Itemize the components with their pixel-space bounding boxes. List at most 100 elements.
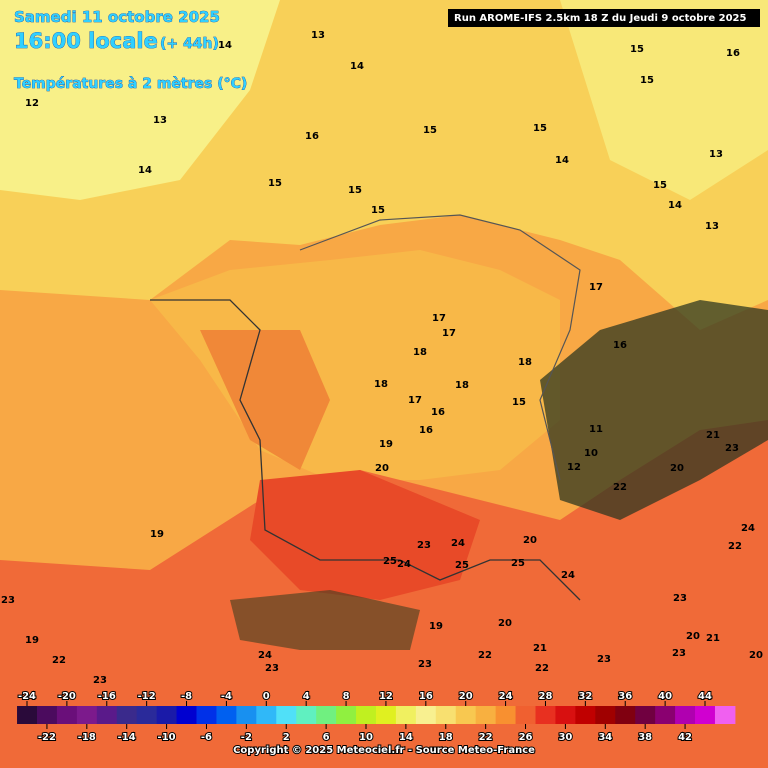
colorbar-swatch: [475, 706, 497, 724]
colorbar-tick-label: 38: [638, 732, 652, 743]
colorbar-swatch: [76, 706, 98, 724]
contour-label: 14: [350, 61, 364, 72]
alps-field: [540, 300, 768, 520]
contour-label: 25: [511, 558, 525, 569]
contour-label: 22: [728, 541, 742, 552]
colorbar-swatch: [714, 706, 736, 724]
contour-label: 17: [442, 328, 456, 339]
contour-label: 19: [379, 439, 393, 450]
colorbar-swatch: [36, 706, 58, 724]
contour-label: 18: [518, 357, 532, 368]
date: Samedi 11 octobre 2025: [14, 8, 220, 26]
colorbar-tick-label: 36: [618, 691, 632, 702]
colorbar-swatch: [116, 706, 138, 724]
colorbar-tick-label: -22: [38, 732, 56, 743]
contour-label: 20: [498, 618, 512, 629]
colorbar-tick-label: -10: [158, 732, 176, 743]
contour-label: 15: [640, 75, 654, 86]
contour-label: 15: [371, 205, 385, 216]
contour-label: 16: [419, 425, 433, 436]
colorbar-tick-label: 34: [598, 732, 612, 743]
contour-label: 20: [523, 535, 537, 546]
france-west: [200, 330, 330, 470]
contour-label: 17: [408, 395, 422, 406]
time: 16:00 locale: [14, 29, 158, 53]
colorbar-swatch: [555, 706, 576, 724]
colorbar-swatch: [196, 706, 217, 724]
contour-label: 24: [397, 559, 411, 570]
contour-label: 14: [555, 155, 569, 166]
colorbar-swatch: [156, 706, 178, 724]
contour-label: 15: [630, 44, 644, 55]
colorbar-swatch: [495, 706, 517, 724]
contour-label: 19: [25, 635, 39, 646]
contour-label: 24: [258, 650, 272, 661]
colorbar-swatch: [395, 706, 417, 724]
contour-label: 13: [311, 30, 325, 41]
contour-label: 23: [265, 663, 279, 674]
colorbar-swatch: [375, 706, 397, 724]
contour-label: 24: [741, 523, 755, 534]
contour-label: 20: [749, 650, 763, 661]
contour-label: 15: [653, 180, 667, 191]
contour-label: 12: [25, 98, 39, 109]
contour-label: 16: [305, 131, 319, 142]
colorbar-tick-label: 14: [399, 732, 413, 743]
contour-label: 23: [417, 540, 431, 551]
colorbar-swatch: [356, 706, 377, 724]
contour-label: 16: [431, 407, 445, 418]
contour-label: 10: [584, 448, 598, 459]
contour-label: 15: [348, 185, 362, 196]
colorbar-tick-label: 42: [678, 732, 692, 743]
contour-label: 18: [413, 347, 427, 358]
border: [299, 214, 581, 481]
colorbar-tick-label: 12: [379, 691, 393, 702]
colorbar-tick-label: -2: [241, 732, 252, 743]
contour-label: 19: [150, 529, 164, 540]
contour-label: 22: [52, 655, 66, 666]
colorbar-tick-label: 22: [479, 732, 493, 743]
contour-label: 16: [613, 340, 627, 351]
contour-label: 13: [705, 221, 719, 232]
contour-label: 17: [432, 313, 446, 324]
contour-label: 20: [686, 631, 700, 642]
run-box: [448, 9, 760, 27]
colorbar-swatch: [336, 706, 357, 724]
colorbar-swatch: [535, 706, 556, 724]
colorbar-swatch: [176, 706, 197, 724]
colorbar-swatch: [655, 706, 676, 724]
colorbar-tick-label: -18: [78, 732, 96, 743]
aquitaine-field: [250, 470, 480, 600]
colorbar-swatch: [615, 706, 636, 724]
contour-label: 23: [673, 593, 687, 604]
colorbar-tick-label: 0: [263, 691, 270, 702]
contour-label: 14: [138, 165, 152, 176]
contour-label: 23: [725, 443, 739, 454]
colorbar-tick-label: 20: [459, 691, 473, 702]
colorbar-tick-label: 44: [698, 691, 712, 702]
contour-label: 22: [535, 663, 549, 674]
contour-label: 13: [153, 115, 167, 126]
colorbar-swatch: [415, 706, 437, 724]
colorbar-tick-label: -6: [201, 732, 212, 743]
colorbar-tick-label: 18: [439, 732, 453, 743]
germany-field: [560, 0, 768, 200]
contour-label: 21: [706, 633, 720, 644]
colorbar-swatch: [216, 706, 237, 724]
contour-label: 18: [374, 379, 388, 390]
colorbar-swatch: [276, 706, 297, 724]
colorbar-swatch: [435, 706, 457, 724]
colorbar-swatch: [17, 706, 38, 724]
contour-label: 15: [533, 123, 547, 134]
colorbar-tick-label: -14: [118, 732, 136, 743]
colorbar-swatch: [595, 706, 616, 724]
colorbar-swatch: [455, 706, 477, 724]
colorbar-tick-label: 2: [283, 732, 290, 743]
colorbar-swatch: [575, 706, 596, 724]
contour-label: 12: [567, 462, 581, 473]
contour-label: 19: [429, 621, 443, 632]
contour-label: 22: [613, 482, 627, 493]
coastline: [150, 299, 581, 601]
run-info: Run AROME-IFS 2.5km 18 Z du Jeudi 9 octo…: [454, 13, 746, 24]
